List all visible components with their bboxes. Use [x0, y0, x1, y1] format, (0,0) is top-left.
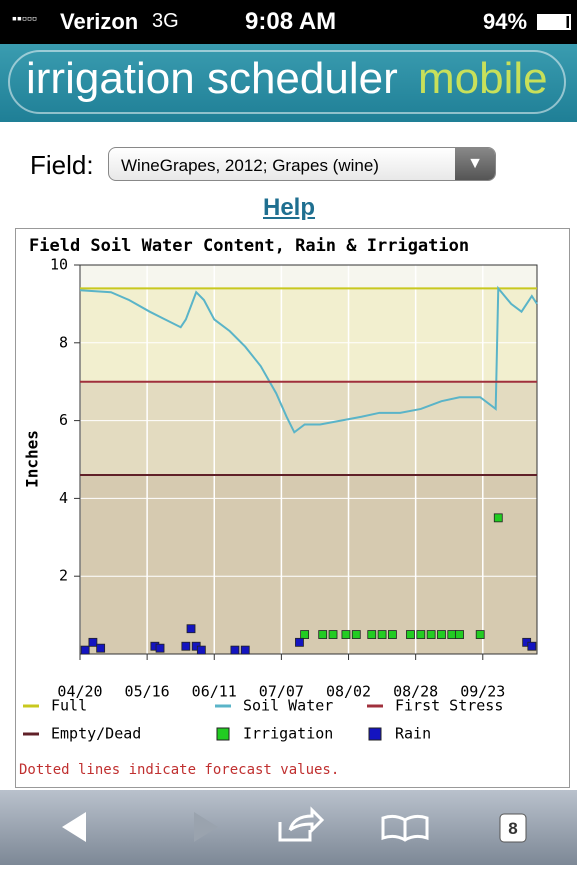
scatter-point: [196, 645, 206, 655]
scatter-point: [527, 641, 537, 651]
scatter-point: [493, 513, 503, 523]
header-frame: [8, 50, 566, 114]
x-tick-label: 08/02: [326, 683, 371, 701]
bookmarks-button[interactable]: [381, 814, 429, 842]
share-button[interactable]: [278, 806, 325, 842]
tabs-count: 8: [508, 819, 517, 838]
legend-swatch: [368, 727, 382, 741]
app-title: irrigation scheduler: [26, 54, 398, 103]
scatter-point: [426, 630, 436, 639]
legend-label: Soil Water: [243, 697, 333, 715]
app-title-accent: mobile: [418, 54, 548, 103]
legend-label: Rain: [395, 725, 431, 743]
plot-border: [79, 264, 538, 655]
x-tick-label: 09/23: [460, 683, 505, 701]
scatter-point: [341, 630, 351, 639]
signal: ▪▪▫▫▫: [12, 10, 37, 26]
zone-full: [80, 288, 537, 382]
x-tick-label: 04/20: [57, 683, 102, 701]
scatter-point: [351, 630, 361, 639]
carrier: Verizon: [60, 9, 139, 34]
series-line: [79, 285, 538, 434]
app-header: irrigation scheduler mobile: [0, 44, 577, 122]
field-select[interactable]: WineGrapes, 2012; Grapes (wine) ▼: [108, 147, 496, 181]
select-arrow: ▼: [455, 148, 495, 180]
field-label: Field:: [30, 150, 94, 180]
scatter-point: [230, 645, 240, 655]
field-value: WineGrapes, 2012; Grapes (wine): [121, 156, 379, 175]
zone-stress: [80, 381, 537, 476]
battery: 94%: [483, 9, 528, 34]
legend-label: Full: [51, 697, 87, 715]
chart: Field Soil Water Content, Rain & Irrigat…: [15, 228, 570, 788]
scatter-point: [406, 630, 415, 639]
scatter-point: [388, 630, 397, 639]
browser-toolbar: 8: [0, 790, 577, 865]
x-tick-label: 05/16: [125, 683, 170, 701]
forward-button[interactable]: [194, 812, 218, 842]
scatter-point: [367, 630, 377, 639]
chart-title: Field Soil Water Content, Rain & Irrigat…: [29, 236, 469, 256]
toolbar-icons: 8: [62, 806, 527, 843]
help-link[interactable]: Help: [263, 194, 316, 221]
scatter-point: [447, 630, 457, 639]
x-tick-label: 07/07: [259, 683, 304, 701]
legend-label: Irrigation: [243, 725, 333, 743]
scatter-point: [88, 637, 98, 647]
legend-swatch: [216, 727, 230, 741]
scatter-point: [186, 624, 196, 634]
battery-icon: [537, 14, 571, 30]
scatter-point: [96, 643, 106, 653]
network: 3G: [152, 10, 179, 32]
scatter-point: [455, 630, 464, 639]
scatter-point: [300, 630, 310, 639]
y-tick-label: 4: [59, 489, 68, 507]
legend-label: First Stress: [395, 697, 503, 715]
x-tick-label: 06/11: [192, 683, 237, 701]
scatter-point: [475, 630, 485, 639]
back-button[interactable]: [62, 812, 86, 842]
legend-label: Empty/Dead: [51, 725, 141, 743]
y-tick-label: 6: [59, 411, 68, 429]
y-axis-label: Inches: [23, 430, 42, 488]
scatter-point: [80, 645, 90, 655]
status-bar: ▪▪▫▫▫ Verizon 3G 9:08 AM 94%: [0, 0, 577, 44]
scatter-point: [295, 637, 304, 647]
scatter-point: [181, 641, 191, 651]
scatter-point: [318, 630, 328, 639]
x-tick-label: 08/28: [393, 683, 438, 701]
y-tick-label: 2: [59, 567, 68, 585]
tabs-button[interactable]: [499, 813, 527, 843]
y-tick-label: 10: [50, 256, 68, 274]
scatter-point: [328, 630, 338, 639]
scatter-point: [437, 630, 446, 639]
scatter-point: [155, 643, 165, 653]
scatter-point: [240, 645, 250, 655]
zone-empty: [80, 475, 537, 654]
chart-note: Dotted lines indicate forecast values.: [19, 762, 339, 778]
scatter-point: [377, 630, 387, 639]
scatter-point: [416, 630, 426, 639]
time: 9:08 AM: [245, 8, 337, 35]
y-tick-label: 8: [59, 333, 68, 351]
